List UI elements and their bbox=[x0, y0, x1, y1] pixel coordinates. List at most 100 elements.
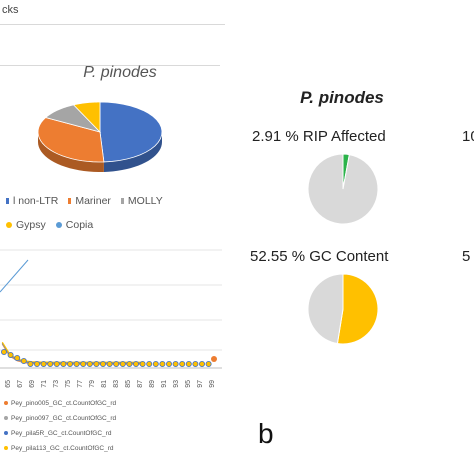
data-point bbox=[7, 352, 14, 359]
legend-marker bbox=[6, 198, 9, 205]
divider bbox=[0, 65, 220, 66]
series-marker bbox=[4, 416, 8, 421]
x-tick-label: 87 bbox=[137, 380, 144, 388]
te-pie-chart bbox=[37, 101, 163, 172]
data-point bbox=[198, 360, 205, 367]
x-tick-label: 91 bbox=[161, 380, 168, 388]
series-legend-item: Pey_pila5R_GC_ct.CountOfGC_rd bbox=[4, 426, 116, 441]
series-label: Pey_pila113_GC_ct.CountOfGC_rd bbox=[11, 445, 114, 452]
series-marker bbox=[4, 401, 8, 406]
x-tick-label: 71 bbox=[41, 380, 48, 388]
gc-content-pie bbox=[307, 273, 379, 345]
x-tick-label: 85 bbox=[125, 380, 132, 388]
data-point bbox=[113, 360, 120, 367]
data-point bbox=[205, 360, 212, 367]
x-tick-label: 79 bbox=[89, 380, 96, 388]
data-point bbox=[126, 360, 133, 367]
series-label: Pey_pino097_GC_ct.CountOfGC_rd bbox=[11, 415, 117, 422]
legend-item: Copia bbox=[55, 219, 94, 231]
x-tick-label: 69 bbox=[29, 380, 36, 388]
x-tick-label: 67 bbox=[17, 380, 24, 388]
data-point bbox=[179, 360, 186, 367]
trend-line bbox=[0, 259, 29, 293]
legend-label: Mariner bbox=[75, 195, 111, 207]
data-point bbox=[67, 360, 74, 367]
data-point bbox=[139, 360, 146, 367]
legend-label: l non-LTR bbox=[13, 195, 59, 207]
data-point bbox=[106, 360, 113, 367]
data-point bbox=[34, 360, 41, 367]
legend-marker bbox=[68, 198, 72, 205]
series-label: Pey_pila5R_GC_ct.CountOfGC_rd bbox=[11, 430, 112, 437]
data-point bbox=[132, 360, 139, 367]
data-point bbox=[53, 360, 60, 367]
data-point bbox=[40, 360, 47, 367]
x-tick-label: 97 bbox=[197, 380, 204, 388]
data-point bbox=[192, 360, 199, 367]
legend-label: Gypsy bbox=[16, 219, 46, 231]
x-tick-label: 65 bbox=[5, 380, 12, 388]
pie-slice-l-non-ltr bbox=[99, 101, 163, 163]
series-legend-item: Pey_pino097_GC_ct.CountOfGC_rd bbox=[4, 411, 116, 426]
data-point bbox=[86, 360, 93, 367]
legend-item: Mariner bbox=[68, 195, 111, 207]
legend-marker bbox=[55, 222, 62, 229]
x-tick-label: 93 bbox=[173, 380, 180, 388]
data-point bbox=[159, 360, 166, 367]
x-tick-label: 81 bbox=[101, 380, 108, 388]
divider bbox=[0, 24, 225, 25]
gc-content-label: 52.55 % GC Content bbox=[250, 248, 389, 265]
x-tick-label: 75 bbox=[65, 380, 72, 388]
data-point bbox=[14, 355, 21, 362]
rip-affected-pie bbox=[307, 153, 379, 225]
x-tick-label: 83 bbox=[113, 380, 120, 388]
data-point bbox=[100, 360, 107, 367]
pie-title: P. pinodes bbox=[83, 64, 157, 81]
pie-side-l-non-ltr bbox=[103, 132, 162, 172]
cropped-edge-text-bottom: 5 bbox=[462, 248, 471, 265]
data-point bbox=[20, 357, 27, 364]
data-point bbox=[73, 360, 80, 367]
left-panel: cks P. pinodes l non-LTR Mariner MOLLY Gyp… bbox=[0, 0, 232, 474]
x-tick-label: 99 bbox=[209, 380, 216, 388]
data-point bbox=[146, 360, 153, 367]
legend-item: l non-LTR bbox=[6, 195, 58, 207]
series-legend-item: Pey_pila113_GC_ct.CountOfGC_rd bbox=[4, 441, 116, 456]
data-point bbox=[1, 349, 7, 356]
x-tick-label: 73 bbox=[53, 380, 60, 388]
data-point bbox=[93, 360, 100, 367]
pie-legend-row-2: Gypsy Copia bbox=[6, 219, 103, 231]
data-point bbox=[152, 360, 159, 367]
panel-b-title: P. pinodes bbox=[300, 88, 384, 107]
x-tick-label: 95 bbox=[185, 380, 192, 388]
data-point bbox=[165, 360, 172, 367]
rip-affected-label: 2.91 % RIP Affected bbox=[252, 128, 386, 145]
data-point bbox=[80, 360, 87, 367]
gc-pie-slice-other bbox=[307, 273, 344, 345]
x-tick-label: 89 bbox=[149, 380, 156, 388]
pie-slice-molly bbox=[44, 104, 102, 133]
series-legend-item: Pey_pino005_GC_ct.CountOfGC_rd bbox=[4, 396, 116, 411]
cropped-edge-text-top: 10 bbox=[462, 128, 474, 145]
series-legend: Pey_pino005_GC_ct.CountOfGC_rd Pey_pino09… bbox=[4, 396, 116, 456]
legend-item: Gypsy bbox=[6, 219, 46, 231]
data-point bbox=[185, 360, 192, 367]
gc-pie-slice-gc-content bbox=[336, 273, 379, 345]
data-point bbox=[172, 360, 179, 367]
series-marker bbox=[4, 431, 8, 436]
series-label: Pey_pino005_GC_ct.CountOfGC_rd bbox=[11, 400, 117, 407]
data-point bbox=[119, 360, 126, 367]
x-tick-label: 77 bbox=[77, 380, 84, 388]
panel-letter-b: b bbox=[258, 418, 274, 449]
legend-marker bbox=[120, 198, 124, 205]
legend-label: Copia bbox=[65, 219, 94, 231]
series-marker bbox=[4, 446, 8, 451]
data-point bbox=[27, 360, 34, 367]
pie-slice-gypsy bbox=[72, 101, 101, 133]
gc-histogram: 65 67 69 71 73 75 77 79 81 83 85 87 89 91 93 95 97 99 bbox=[0, 249, 222, 388]
data-point bbox=[60, 360, 67, 367]
pie-legend-row-1: l non-LTR Mariner MOLLY bbox=[6, 195, 173, 207]
rip-pie-slice-other bbox=[307, 153, 379, 225]
pie-side-mariner bbox=[38, 132, 104, 172]
legend-item: MOLLY bbox=[120, 195, 163, 207]
